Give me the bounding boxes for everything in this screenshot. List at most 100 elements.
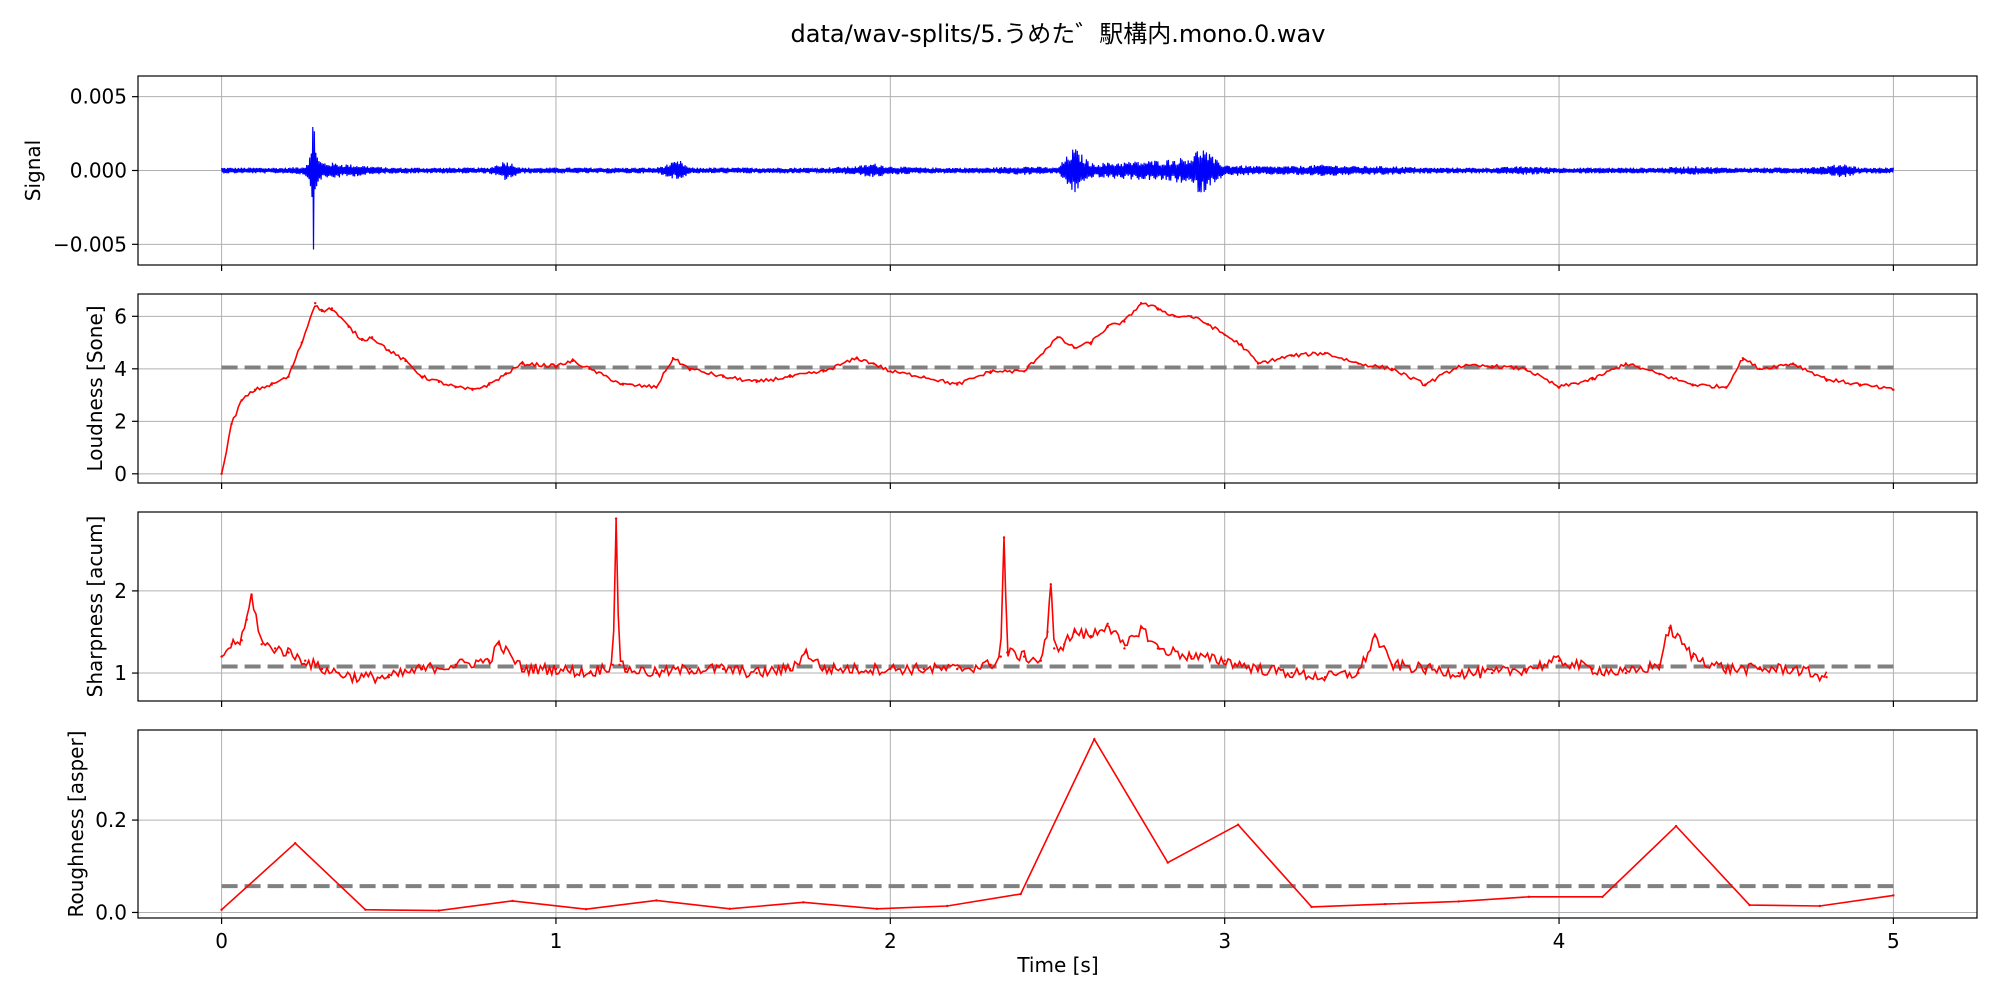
roughness-point (1674, 824, 1678, 828)
sharpness-point (387, 676, 390, 679)
roughness-line (221, 737, 1894, 912)
y-tick-label: −0.005 (53, 232, 127, 256)
signal-waveform (221, 126, 1894, 250)
sharpness-point (320, 667, 324, 671)
plot-frame (137, 511, 1978, 702)
panel-roughness: 0 1 2 3 4 5 0.0 0.2 Roughness [asper] (64, 729, 1978, 953)
y-tick-label: 1 (114, 661, 127, 685)
sharpness-point (1123, 647, 1126, 650)
loudness-point (688, 367, 691, 370)
panel-sharpness: 1 2 Sharpness [acum] (83, 511, 1978, 707)
sharpness-point (245, 618, 248, 621)
sharpness-point (287, 651, 290, 654)
y-tick-label: 0.2 (95, 808, 127, 832)
sharpness-point (721, 667, 725, 671)
sharpness-point (999, 655, 1002, 658)
sharpness-point (1002, 536, 1006, 539)
loudness-point (253, 388, 257, 391)
loudness-point (314, 302, 317, 305)
loudness-point (220, 472, 223, 475)
x-tick-label: 0 (215, 929, 228, 953)
loudness-line (220, 302, 1894, 474)
loudness-point (922, 375, 925, 378)
y-axis-label: Sharpness [acum] (83, 516, 107, 698)
loudness-point (1725, 386, 1728, 389)
sharpness-point (1139, 626, 1143, 630)
y-tick-label: 0.0 (95, 900, 127, 924)
sharpness-point (625, 667, 628, 671)
y-tick-label: 0.000 (70, 159, 127, 183)
sharpness-point (805, 651, 808, 654)
sharpness-point (1156, 647, 1160, 650)
sharpness-point (1049, 583, 1053, 586)
x-axis-label: Time [s] (1016, 953, 1098, 977)
loudness-point (1173, 315, 1176, 318)
loudness-point (1256, 362, 1260, 365)
sharpness-point (989, 663, 992, 666)
sharpness-point (1006, 651, 1009, 654)
y-tick-label: 6 (114, 304, 127, 328)
roughness-point (511, 899, 514, 903)
sharpness-point (1758, 667, 1761, 671)
panel-signal: −0.005 0.000 0.005 Signal (21, 75, 1978, 271)
loudness-point (1123, 320, 1126, 323)
loudness-point (588, 367, 591, 370)
y-tick-label: 2 (114, 579, 127, 603)
sharpness-point (655, 671, 658, 675)
sharpness-point (304, 659, 307, 662)
sharpness-point (1223, 659, 1226, 662)
loudness-point (1206, 323, 1210, 326)
chart-title: data/wav-splits/5.うめた゛駅構内.mono.0.wav (791, 20, 1326, 48)
sharpness-point (497, 643, 501, 646)
roughness-point (1457, 900, 1460, 903)
loudness-point (872, 362, 875, 365)
loudness-point (1557, 386, 1561, 389)
sharpness-point (1256, 667, 1260, 671)
sharpness-point (240, 639, 243, 642)
loudness-point (755, 380, 758, 384)
sharpness-point (521, 667, 524, 671)
loudness-point (1089, 341, 1093, 344)
loudness-point (1056, 336, 1059, 339)
sharpness-point (1825, 676, 1828, 679)
loudness-point (1791, 362, 1795, 365)
loudness-point (1758, 367, 1761, 370)
plot-frame (137, 729, 1978, 919)
loudness-point (454, 386, 457, 389)
loudness-point (1825, 378, 1828, 381)
roughness-point (220, 908, 223, 911)
x-tick-label: 4 (1553, 929, 1566, 953)
loudness-point (1156, 307, 1160, 310)
sharpness-point (1053, 647, 1056, 650)
roughness-point (1019, 892, 1022, 896)
loudness-point (655, 386, 658, 389)
loudness-point (230, 422, 233, 426)
sharpness-point (822, 667, 825, 671)
loudness-point (487, 383, 491, 386)
loudness-point (404, 359, 407, 363)
sharpness-point (230, 643, 233, 646)
x-tick-label: 5 (1887, 929, 1900, 953)
roughness-point (584, 908, 588, 911)
sharpness-point (588, 671, 591, 675)
loudness-point (240, 399, 243, 402)
loudness-point (521, 362, 524, 365)
loudness-point (320, 309, 324, 313)
loudness-point (822, 370, 825, 373)
sharpness-point (1022, 655, 1026, 658)
sharpness-point (1063, 643, 1066, 646)
sharpness-point (1524, 667, 1527, 671)
roughness-point (364, 908, 367, 911)
sharpness-point (1791, 667, 1795, 671)
loudness-point (889, 370, 892, 373)
roughness-point (1093, 738, 1096, 741)
sharpness-point (855, 667, 859, 671)
roughness-point (1748, 903, 1751, 907)
loudness-point (471, 388, 474, 391)
sharpness-point (454, 663, 457, 666)
loudness-point (989, 370, 992, 373)
sharpness-point (788, 667, 792, 671)
y-tick-label: 0.005 (70, 85, 127, 109)
sharpness-point (1624, 671, 1628, 675)
